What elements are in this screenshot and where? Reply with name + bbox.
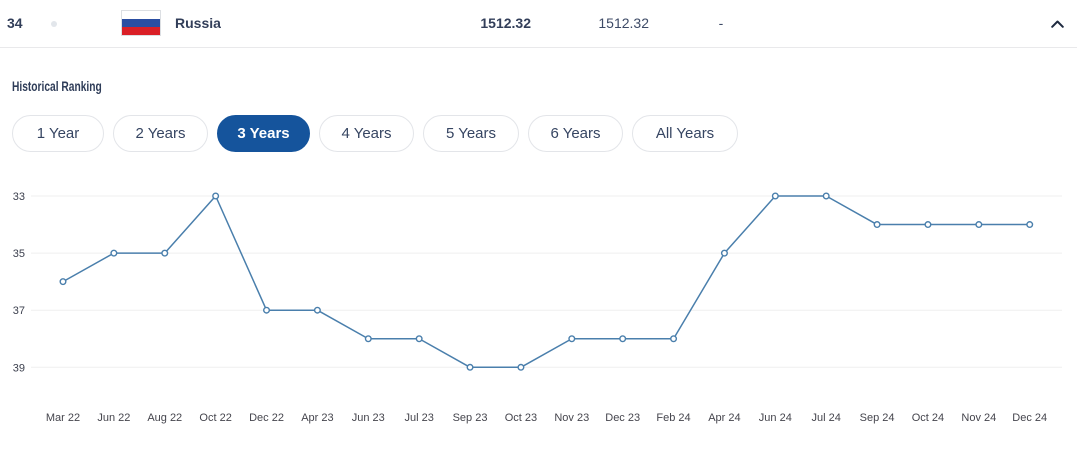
country-row[interactable]: 34 Russia 1512.32 1512.32 - — [0, 0, 1077, 47]
data-point-nov-24[interactable] — [975, 221, 983, 229]
x-axis-label-mar-22: Mar 22 — [46, 412, 80, 424]
data-point-jun-23[interactable] — [364, 335, 372, 343]
russia-flag-icon — [121, 10, 161, 36]
period-tabs: 1 Year 2 Years 3 Years 4 Years 5 Years 6 Year… — [12, 115, 738, 152]
x-axis-label-oct-23: Oct 23 — [505, 412, 537, 424]
data-point-dec-22[interactable] — [263, 306, 271, 314]
tab-3-years[interactable]: 3 Years — [217, 115, 310, 152]
data-point-jul-24[interactable] — [822, 192, 830, 200]
y-axis-label-33: 33 — [13, 191, 25, 203]
tab-all-years[interactable]: All Years — [632, 115, 738, 152]
data-point-jun-22[interactable] — [110, 249, 118, 257]
rank: 34 — [7, 15, 23, 31]
x-axis-label-dec-24: Dec 24 — [1012, 412, 1047, 424]
x-axis-label-dec-22: Dec 22 — [249, 412, 284, 424]
x-axis-label-jun-24: Jun 24 — [759, 412, 792, 424]
data-point-dec-23[interactable] — [619, 335, 627, 343]
x-axis-label-jul-23: Jul 23 — [404, 412, 433, 424]
data-point-sep-24[interactable] — [873, 221, 881, 229]
x-axis-label-sep-24: Sep 24 — [860, 412, 895, 424]
x-axis-label-feb-24: Feb 24 — [656, 412, 690, 424]
x-axis-label-jun-22: Jun 22 — [97, 412, 130, 424]
data-point-dec-24[interactable] — [1026, 221, 1034, 229]
x-axis-label-jun-23: Jun 23 — [352, 412, 385, 424]
tab-4-years[interactable]: 4 Years — [319, 115, 414, 152]
x-axis-label-apr-24: Apr 24 — [708, 412, 740, 424]
x-axis-label-nov-24: Nov 24 — [961, 412, 996, 424]
x-axis-label-apr-23: Apr 23 — [301, 412, 333, 424]
data-point-sep-23[interactable] — [466, 363, 474, 371]
data-point-jun-24[interactable] — [771, 192, 779, 200]
tab-6-years[interactable]: 6 Years — [528, 115, 623, 152]
data-point-mar-22[interactable] — [59, 278, 67, 286]
x-axis-label-oct-24: Oct 24 — [912, 412, 944, 424]
x-axis-label-nov-23: Nov 23 — [554, 412, 589, 424]
x-axis-label-sep-23: Sep 23 — [453, 412, 488, 424]
chevron-up-icon — [1050, 20, 1064, 28]
points-change: - — [718, 15, 724, 31]
data-point-oct-24[interactable] — [924, 221, 932, 229]
data-point-oct-22[interactable] — [212, 192, 220, 200]
collapse-row-button[interactable] — [1043, 10, 1071, 38]
data-point-apr-24[interactable] — [720, 249, 728, 257]
data-point-jul-23[interactable] — [415, 335, 423, 343]
y-axis-label-39: 39 — [13, 362, 25, 374]
y-axis-label-37: 37 — [13, 305, 25, 317]
tab-5-years[interactable]: 5 Years — [423, 115, 519, 152]
x-axis-label-oct-22: Oct 22 — [199, 412, 231, 424]
section-title: Historical Ranking — [12, 78, 102, 94]
data-point-oct-23[interactable] — [517, 363, 525, 371]
country-name: Russia — [175, 15, 221, 31]
data-point-nov-23[interactable] — [568, 335, 576, 343]
x-axis-label-aug-22: Aug 22 — [147, 412, 182, 424]
previous-points: 1512.32 — [598, 15, 649, 31]
x-axis-label-jul-24: Jul 24 — [812, 412, 841, 424]
row-separator — [0, 47, 1077, 48]
data-point-aug-22[interactable] — [161, 249, 169, 257]
data-point-apr-23[interactable] — [313, 306, 321, 314]
x-axis-label-dec-23: Dec 23 — [605, 412, 640, 424]
tab-1-year[interactable]: 1 Year — [12, 115, 104, 152]
y-axis-label-35: 35 — [13, 248, 25, 260]
tab-2-years[interactable]: 2 Years — [113, 115, 208, 152]
ranking-line — [62, 195, 1030, 369]
total-points: 1512.32 — [480, 15, 531, 31]
historical-ranking-chart: 33 35 37 39 Mar 22 Jun 22 Aug 22 Oct 22 Dec 22 Ap… — [0, 160, 1077, 452]
rank-change-dot-icon — [51, 20, 57, 27]
data-point-feb-24[interactable] — [670, 335, 678, 343]
